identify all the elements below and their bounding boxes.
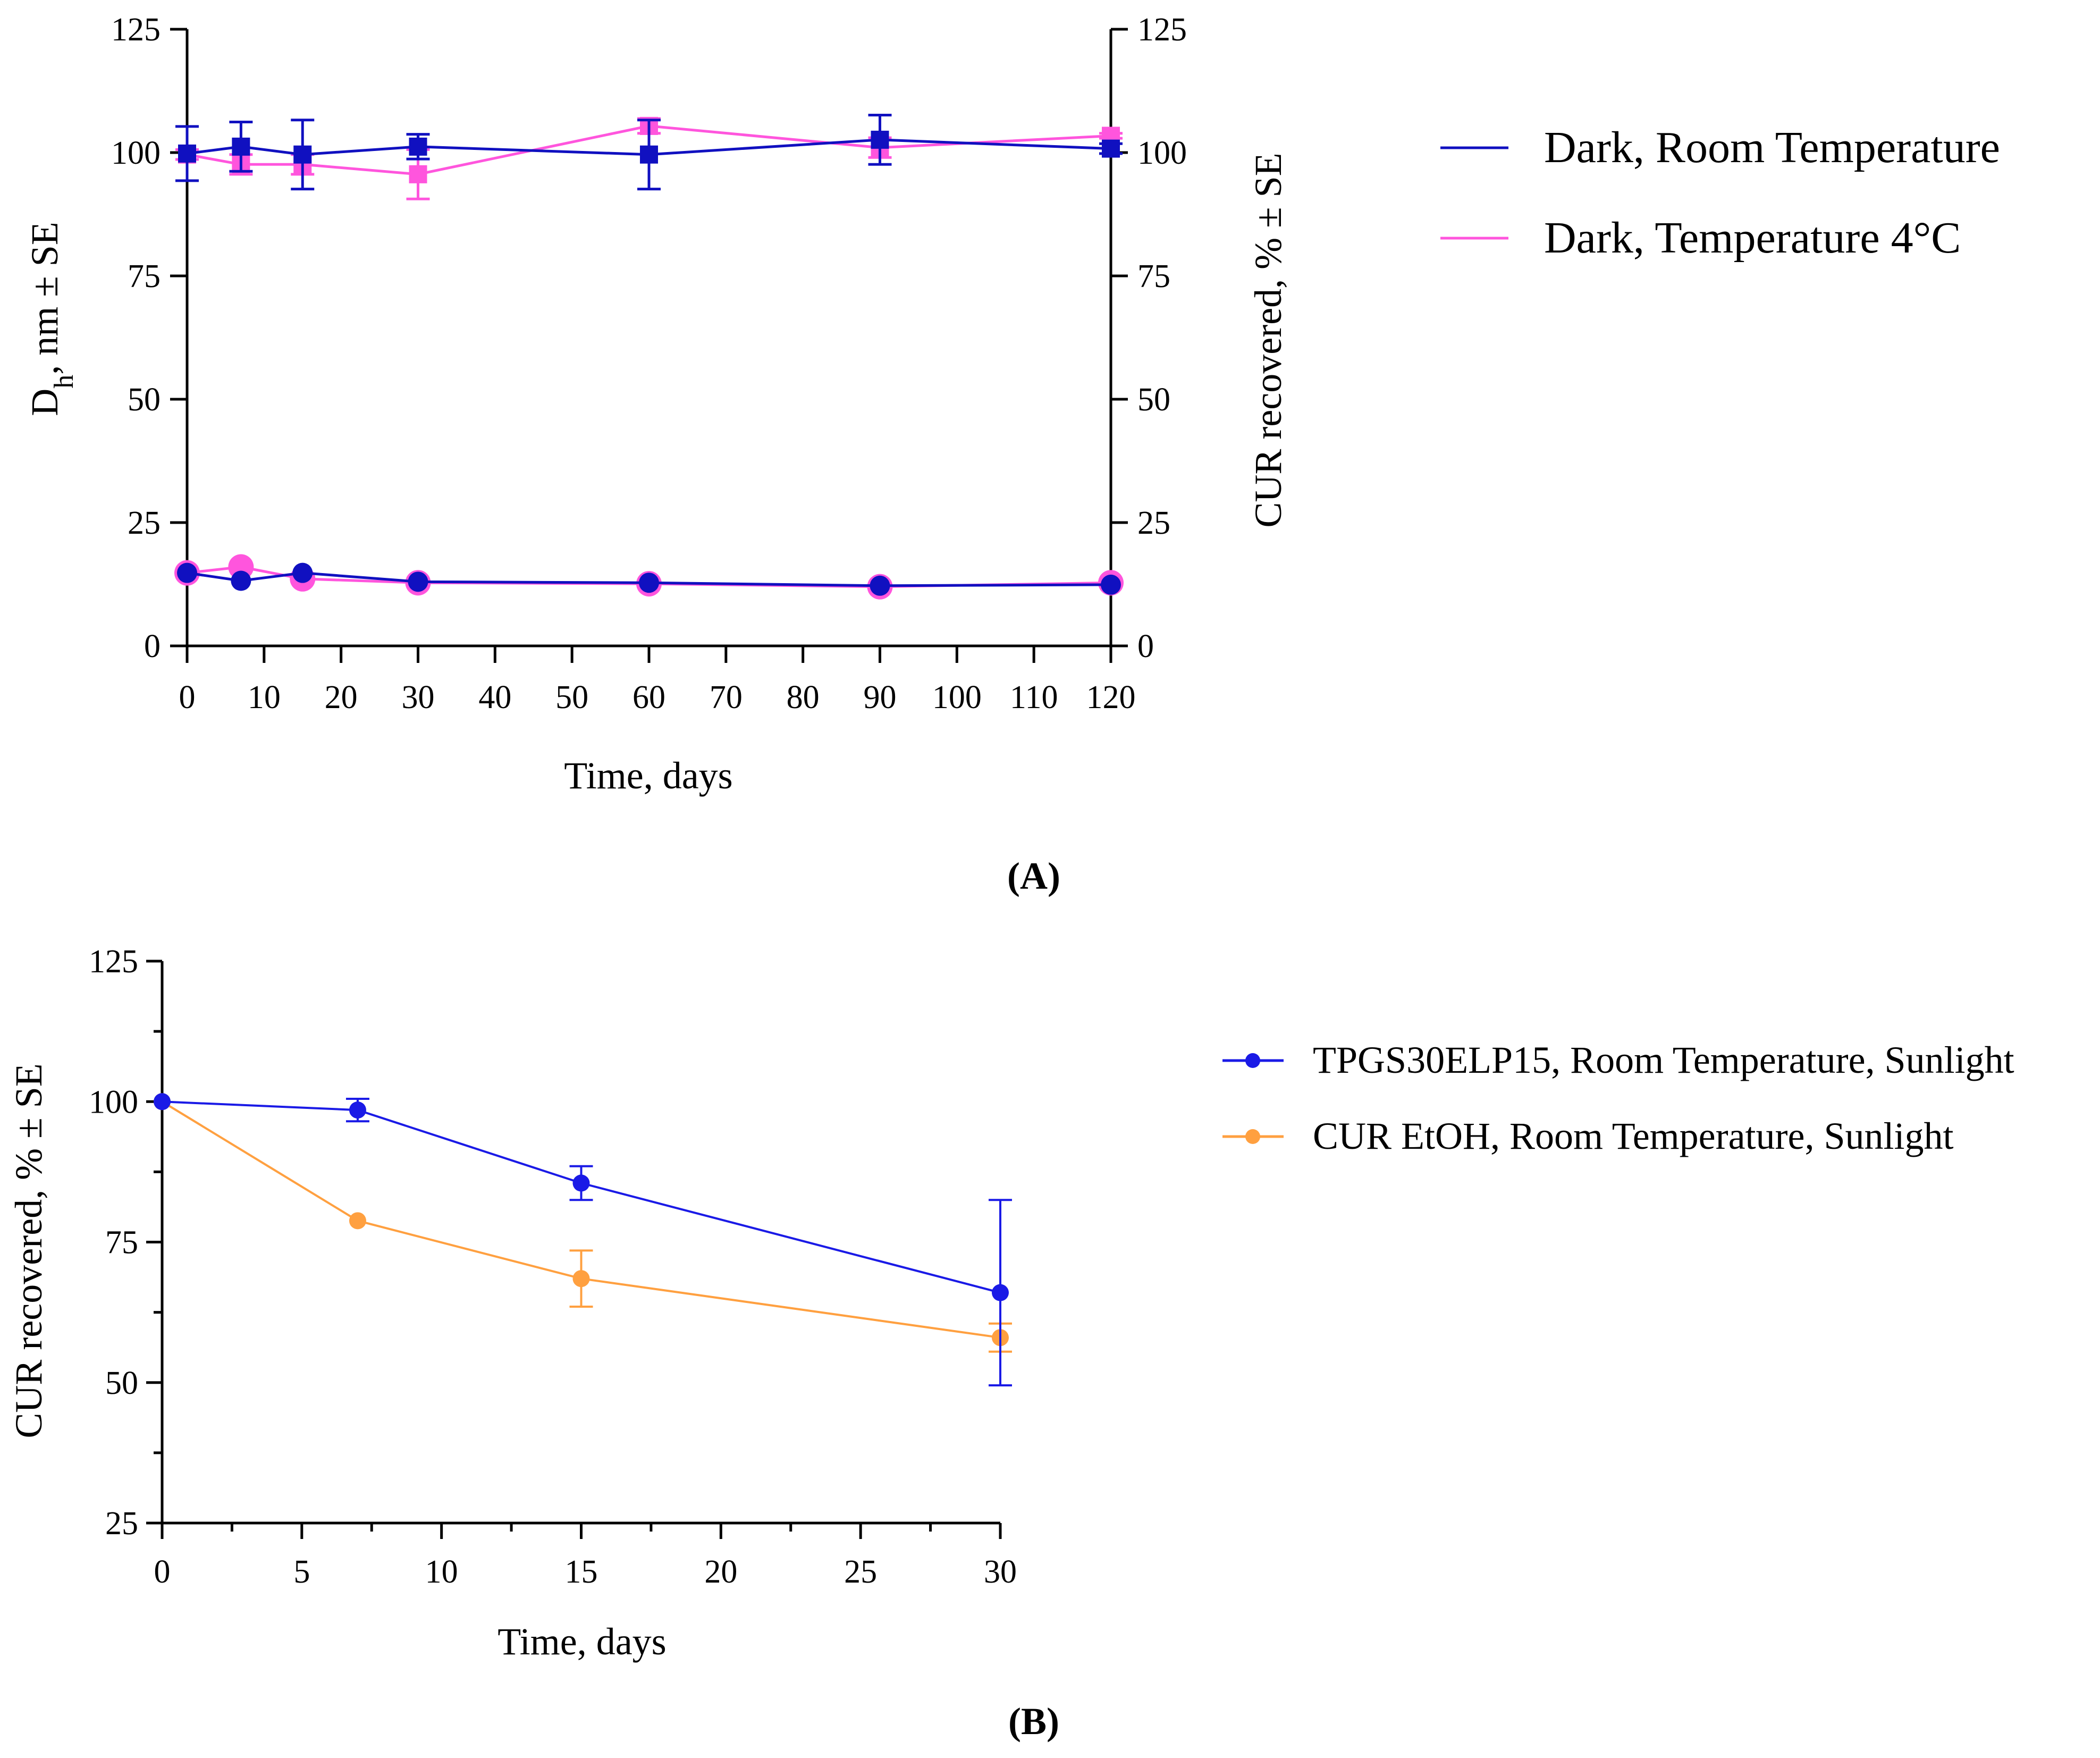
panel-a-x-tick-label: 60 <box>632 679 665 716</box>
panel-b-tpgs30elp15-room-temperature-sunlight-line <box>162 1100 1001 1294</box>
panel-a-left-tick-label: 125 <box>111 12 161 48</box>
panel-b-tpgs30elp15-room-temperature-sunlight-point <box>349 1101 366 1119</box>
legend-marker-cur-etoh <box>1245 1129 1260 1144</box>
panel-a-dark-room-temperature-dh-point <box>231 570 251 591</box>
panel-a-right-tick-label: 100 <box>1137 135 1187 171</box>
panel-a-x-axis-title: Time, days <box>564 754 732 797</box>
panel-a-right-tick-label: 125 <box>1137 12 1187 48</box>
panel-a-left-tick-label: 0 <box>144 628 161 664</box>
panel-b-y-tick-label: 100 <box>89 1084 138 1120</box>
panel-a-x-tick-label: 40 <box>478 679 511 716</box>
panel-a-dark-room-temperature-dh-point <box>408 571 428 592</box>
panel-a-dark-room-temperature-cur-recovered-point <box>409 137 427 156</box>
panel-a-right-tick-label: 0 <box>1137 628 1154 664</box>
panel-a-dark-room-temperature-dh-point <box>292 562 313 583</box>
panel-b-x-tick-label: 15 <box>565 1554 598 1590</box>
panel-b-y-tick-label: 25 <box>105 1505 138 1542</box>
panel-b-x-tick-label: 30 <box>984 1554 1017 1590</box>
panel-a-right-tick-label: 75 <box>1137 258 1170 295</box>
panel-a-x-tick-label: 10 <box>248 679 281 716</box>
panel-a-x-tick-label: 90 <box>864 679 897 716</box>
panel-a-dark-temperature-4-c-cur-recovered-point <box>409 165 427 183</box>
panel-a-dark-room-temperature-cur-recovered-point <box>640 145 658 164</box>
panel-b-y-tick-label: 75 <box>105 1225 138 1261</box>
panel-b: 25 50 75 100 125 0 5 10 15 20 25 30 CUR recovered, … <box>7 944 2014 1743</box>
panel-a-x-tick-label: 0 <box>179 679 196 716</box>
panel-a-x-tick-label: 20 <box>325 679 358 716</box>
panel-a-dark-room-temperature-dh-point <box>870 575 890 596</box>
panel-a-right-tick-label: 25 <box>1137 505 1170 541</box>
panel-a-series <box>174 113 1124 600</box>
dh-subscript: h <box>49 375 79 389</box>
panel-b-tpgs30elp15-room-temperature-sunlight-point <box>572 1174 590 1192</box>
panel-b-cur-etoh-room-temperature-sunlight-point <box>572 1270 590 1288</box>
panel-a-dark-room-temperature-cur-recovered-point <box>232 137 250 156</box>
dh-rest: , nm ± SE <box>23 222 66 375</box>
panel-b-y-axis-title: CUR recovered, % ± SE <box>7 1063 50 1438</box>
panel-a-dark-room-temperature-cur-recovered-point <box>293 145 312 164</box>
panel-b-legend: TPGS30ELP15, Room Temperature, Sunlight … <box>1222 1039 2014 1157</box>
panel-b-y-tick-label: 50 <box>105 1365 138 1401</box>
panel-a-dark-room-temperature-cur-recovered-point <box>1102 139 1120 158</box>
legend-label-room-temperature: Dark, Room Temperature <box>1544 123 2000 172</box>
legend-label-temperature-4c: Dark, Temperature 4°C <box>1544 213 1961 263</box>
panel-a-left-tick-label: 25 <box>128 505 161 541</box>
panel-a-left-tick-label: 75 <box>128 258 161 295</box>
panel-b-x-tick-label: 25 <box>844 1554 877 1590</box>
panel-b-x-tick-label: 0 <box>154 1554 171 1590</box>
panel-b-series <box>154 1093 1012 1387</box>
panel-b-y-tick-label: 125 <box>89 944 138 980</box>
panel-a-dark-room-temperature-dh-point <box>177 562 197 583</box>
panel-b-x-tick-label: 10 <box>425 1554 458 1590</box>
panel-b-cur-etoh-room-temperature-sunlight-point <box>349 1212 366 1230</box>
legend-label-tpgs30elp15: TPGS30ELP15, Room Temperature, Sunlight <box>1313 1039 2014 1081</box>
panel-b-cur-etoh-room-temperature-sunlight-line <box>161 1100 1001 1339</box>
panel-a-x-tick-label: 30 <box>402 679 435 716</box>
panel-a-x-tick-label: 70 <box>710 679 743 716</box>
panel-a-right-axis-title: CUR recovered, % ± SE <box>1247 153 1289 527</box>
panel-a-dark-room-temperature-dh-point <box>639 573 659 593</box>
panel-b-x-axis-title: Time, days <box>497 1620 666 1663</box>
panel-b-tpgs30elp15-room-temperature-sunlight-point <box>154 1093 171 1111</box>
panel-b-x-tick-label: 20 <box>704 1554 737 1590</box>
panel-a-dark-room-temperature-cur-recovered-point <box>178 144 196 163</box>
panel-b-label: (B) <box>1008 1700 1059 1743</box>
dh-main: D <box>23 389 66 416</box>
panel-a-x-tick-label: 50 <box>555 679 588 716</box>
panel-b-tpgs30elp15-room-temperature-sunlight-point <box>992 1284 1009 1301</box>
panel-b-ticks: 25 50 75 100 125 0 5 10 15 20 25 30 <box>89 944 1017 1590</box>
panel-b-x-tick-label: 5 <box>293 1554 310 1590</box>
panel-a-dark-room-temperature-dh-point <box>1101 574 1121 595</box>
legend-marker-tpgs30elp15 <box>1245 1053 1260 1068</box>
panel-a-x-tick-label: 110 <box>1010 679 1058 716</box>
panel-a-x-tick-label: 80 <box>787 679 820 716</box>
panel-a-legend: Dark, Room Temperature Dark, Temperature… <box>1440 123 2000 263</box>
panel-a-x-tick-label: 100 <box>932 679 982 716</box>
panel-a-left-tick-label: 50 <box>128 382 161 418</box>
legend-label-cur-etoh: CUR EtOH, Room Temperature, Sunlight <box>1313 1115 1954 1157</box>
panel-a-dark-room-temperature-cur-recovered-point <box>871 130 889 149</box>
panel-a-left-axis-title: Dh, nm ± SE <box>23 222 79 416</box>
panel-a-left-tick-label: 100 <box>111 135 161 171</box>
panel-a-x-tick-label: 120 <box>1086 679 1136 716</box>
panel-a-label: (A) <box>1007 855 1060 897</box>
panel-a-right-tick-label: 50 <box>1137 382 1170 418</box>
